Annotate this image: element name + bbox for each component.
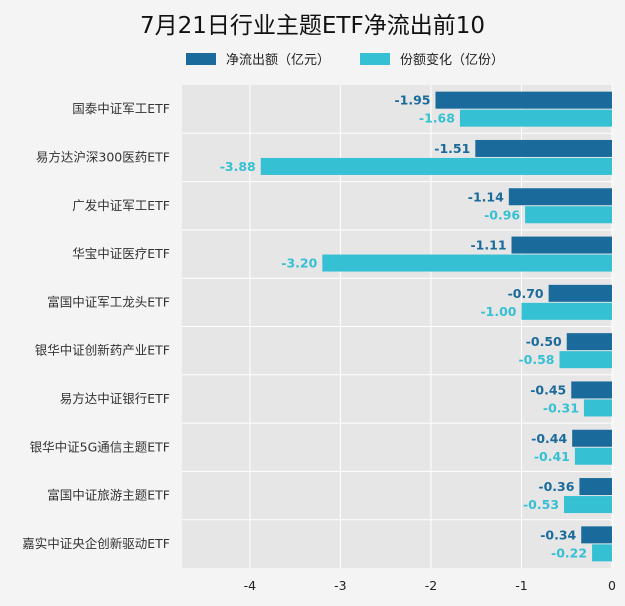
bar-share-change	[592, 544, 612, 562]
data-label: -3.20	[281, 256, 317, 271]
bar-net-outflow	[511, 236, 612, 254]
bar-net-outflow	[548, 284, 612, 302]
data-label: -0.45	[530, 382, 566, 397]
data-label: -0.44	[531, 431, 567, 446]
data-label: -0.31	[543, 400, 579, 415]
bar-share-change	[459, 109, 612, 127]
category-label: 嘉实中证央企创新驱动ETF	[22, 536, 170, 551]
data-label: -1.00	[480, 304, 516, 319]
legend: 净流出额（亿元） 份额变化（亿份）	[186, 49, 534, 68]
category-label: 易方达沪深300医药ETF	[36, 149, 170, 164]
legend-swatch-net-outflow	[186, 52, 216, 65]
data-label: -1.14	[468, 189, 504, 204]
x-tick-label: -1	[515, 578, 527, 593]
x-tick-label: -4	[244, 578, 257, 593]
legend-label-share-change: 份额变化（亿份）	[400, 53, 505, 68]
bar-share-change	[564, 496, 612, 514]
x-tick-label: -3	[334, 578, 346, 593]
bar-net-outflow	[475, 139, 612, 157]
data-label: -0.36	[538, 479, 574, 494]
data-label: -1.68	[419, 111, 455, 126]
data-label: -0.50	[526, 334, 562, 349]
category-label: 银华中证5G通信主题ETF	[30, 439, 170, 454]
data-label: -0.22	[551, 545, 587, 560]
category-label: 广发中证军工ETF	[72, 198, 170, 213]
bar-net-outflow	[435, 91, 612, 109]
bar-share-change	[322, 254, 612, 272]
bar-share-change	[574, 447, 612, 465]
data-label: -0.58	[518, 352, 554, 367]
data-label: -0.53	[523, 497, 559, 512]
bar-net-outflow	[566, 333, 612, 351]
category-label: 国泰中证军工ETF	[72, 101, 170, 116]
legend-swatch-share-change	[360, 52, 391, 65]
bar-share-change	[521, 302, 612, 320]
category-label: 银华中证创新药产业ETF	[35, 343, 170, 358]
bar-net-outflow	[508, 188, 612, 206]
category-label: 富国中证旅游主题ETF	[47, 488, 170, 503]
data-label: -0.96	[484, 207, 520, 222]
category-label: 富国中证军工龙头ETF	[47, 294, 170, 309]
chart-title: 7月21日行业主题ETF净流出前10	[140, 13, 485, 39]
bar-net-outflow	[571, 381, 612, 399]
data-label: -3.88	[220, 159, 256, 174]
data-label: -1.95	[394, 93, 430, 108]
bar-net-outflow	[579, 478, 612, 496]
category-label: 易方达中证银行ETF	[60, 391, 170, 406]
data-label: -1.51	[434, 141, 470, 156]
bar-share-change	[525, 206, 612, 224]
data-label: -0.70	[508, 286, 544, 301]
bar-net-outflow	[572, 429, 612, 447]
bar-share-change	[559, 351, 612, 369]
data-label: -0.41	[534, 449, 570, 464]
legend-item-net-outflow: 净流出额（亿元）	[186, 49, 330, 68]
data-label: -0.34	[540, 527, 576, 542]
legend-item-share-change: 份额变化（亿份）	[360, 49, 504, 68]
data-label: -1.11	[470, 238, 506, 253]
category-label: 华宝中证医疗ETF	[72, 246, 170, 261]
bar-share-change	[583, 399, 612, 417]
bar-net-outflow	[581, 526, 612, 544]
x-tick-label: -2	[425, 578, 437, 593]
legend-label-net-outflow: 净流出额（亿元）	[226, 53, 331, 68]
x-tick-label: 0	[608, 578, 616, 593]
bar-share-change	[260, 157, 612, 175]
